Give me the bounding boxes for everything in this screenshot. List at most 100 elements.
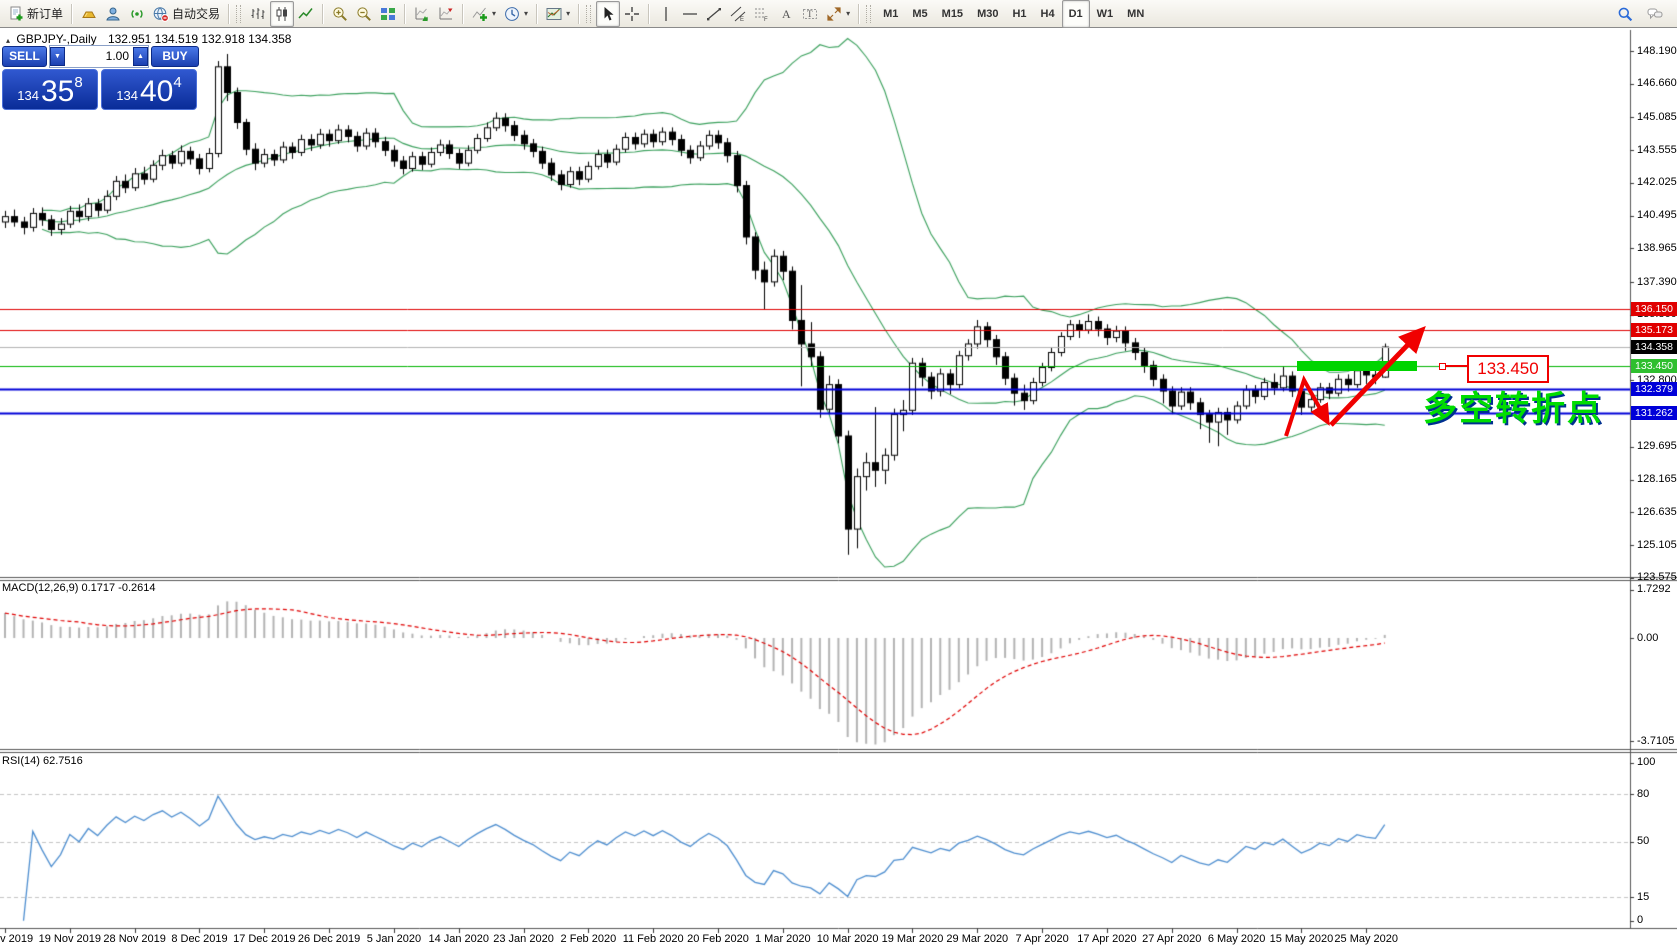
- autoscroll-button[interactable]: [410, 1, 434, 27]
- vline-button[interactable]: [654, 1, 678, 27]
- toolbar-right: [1613, 1, 1673, 27]
- text-button[interactable]: A: [774, 1, 798, 27]
- tf-m5-button[interactable]: M5: [912, 7, 928, 20]
- channel-button[interactable]: E: [726, 1, 750, 27]
- profile-icon: [105, 6, 121, 22]
- search-button[interactable]: [1613, 1, 1637, 27]
- tf-d1-button[interactable]: D1: [1061, 0, 1090, 28]
- support-zone-rectangle[interactable]: [1297, 361, 1417, 372]
- fibonacci-button[interactable]: F: [750, 1, 774, 27]
- volume-decrease-button[interactable]: ▼: [50, 46, 65, 66]
- autotrading-button[interactable]: 自动交易: [149, 1, 224, 27]
- trendline-button[interactable]: [702, 1, 726, 27]
- svg-text:A: A: [782, 7, 791, 21]
- date-axis-label: 1 Mar 2020: [755, 933, 811, 945]
- volume-increase-button[interactable]: ▲: [133, 46, 148, 66]
- tf-m15-button[interactable]: M15: [941, 7, 964, 20]
- chat-button[interactable]: [1643, 1, 1667, 27]
- chevron-down-icon[interactable]: ▾: [492, 9, 497, 18]
- tf-h1-button[interactable]: H1: [1012, 7, 1027, 20]
- buy-button[interactable]: BUY: [151, 45, 199, 67]
- zoom-in-button[interactable]: [328, 1, 352, 27]
- date-axis-label: 17 Dec 2019: [233, 933, 296, 945]
- autotrading-button-label: 自动交易: [172, 7, 221, 21]
- tf-w1-button[interactable]: W1: [1096, 7, 1114, 20]
- date-axis-label: 29 Mar 2020: [946, 933, 1009, 945]
- ask-price-display[interactable]: 134 40 4: [101, 69, 197, 110]
- tf-m1-button[interactable]: M1: [883, 7, 899, 20]
- toolbar-separator: [71, 3, 74, 24]
- signal-icon: [129, 6, 145, 22]
- date-axis-label: 11 Feb 2020: [622, 933, 684, 945]
- bid-points: 35: [40, 75, 75, 108]
- chevron-down-icon[interactable]: ▾: [524, 9, 529, 18]
- trend-arrows[interactable]: [1270, 312, 1450, 452]
- chart-shift-button[interactable]: [434, 1, 458, 27]
- toolbar-separator: [578, 3, 581, 24]
- chart-title-ohlc: 132.951 134.519 132.918 134.358: [107, 32, 292, 46]
- periods-button[interactable]: ▾: [500, 1, 532, 27]
- tf-mn-button[interactable]: MN: [1127, 7, 1145, 20]
- toolbar-grip: [586, 4, 592, 23]
- date-axis-label: 23 Jan 2020: [493, 933, 554, 945]
- sell-button[interactable]: SELL: [2, 45, 47, 67]
- svg-text:F: F: [764, 17, 768, 22]
- toolbar: 新订单 自动交易 ▾ ▾ ▾ E F A T ▾ M1 M5 M15 M30 H1 H4 D1 W1 MN: [0, 0, 1677, 28]
- date-axis-label: 15 May 2020: [1269, 933, 1334, 945]
- date-axis-label: 14 Jan 2020: [428, 933, 490, 945]
- chevron-down-icon[interactable]: ▾: [566, 9, 571, 18]
- autoscroll-icon: [414, 6, 430, 22]
- indicators-icon: [472, 6, 488, 22]
- cursor-button[interactable]: [596, 0, 621, 27]
- date-axis-label: 26 Dec 2019: [297, 933, 361, 945]
- one-click-trading-panel: SELL ▼ ▲ BUY 134 35 8 134 40 4: [2, 44, 200, 110]
- template-button[interactable]: ▾: [542, 1, 574, 27]
- toolbar-separator: [322, 3, 325, 24]
- date-axis-label: 25 May 2020: [1334, 933, 1399, 945]
- candle-chart-button[interactable]: [270, 0, 295, 27]
- new-order-button[interactable]: 新订单: [4, 1, 67, 27]
- trade-panel-buttons-row: SELL ▼ ▲ BUY: [2, 44, 200, 68]
- date-axis-label: 19 Mar 2020: [881, 933, 944, 945]
- date-axis-label: 20 Feb 2020: [687, 933, 749, 945]
- chevron-down-icon[interactable]: ▾: [846, 9, 851, 18]
- toolbar-separator: [404, 3, 407, 24]
- bar-chart-button[interactable]: [246, 1, 270, 27]
- vline-icon: [658, 6, 674, 22]
- search-icon: [1617, 6, 1633, 22]
- zoom-in-icon: [332, 6, 348, 22]
- shapes-button[interactable]: ▾: [822, 1, 854, 27]
- macd-label: MACD(12,26,9) 0.1717 -0.2614: [2, 582, 156, 594]
- crosshair-button[interactable]: [620, 1, 644, 27]
- text-label-button[interactable]: T: [798, 1, 822, 27]
- zoom-out-button[interactable]: [352, 1, 376, 27]
- bid-price-display[interactable]: 134 35 8: [2, 69, 98, 110]
- new-order-icon: [8, 6, 24, 22]
- tf-m30-button[interactable]: M30: [977, 7, 999, 20]
- tile-windows-button[interactable]: [376, 1, 400, 27]
- chat-icon: [1647, 6, 1663, 22]
- profile-button[interactable]: [101, 1, 125, 27]
- toolbar-grip: [236, 4, 242, 23]
- hline-icon: [682, 6, 698, 22]
- tf-h4-button[interactable]: H4: [1040, 7, 1055, 20]
- turning-point-text[interactable]: 多空转折点: [1423, 390, 1603, 428]
- ask-handle: 134: [116, 88, 138, 103]
- toolbar-separator: [462, 3, 465, 24]
- gold-icon: [81, 6, 97, 22]
- crosshair-icon: [624, 6, 640, 22]
- toolbar-left: 新订单 自动交易 ▾ ▾ ▾ E F A T ▾ M1 M5 M15 M30 H1 H4 D1 W1 MN: [4, 0, 1151, 28]
- hline-button[interactable]: [678, 1, 702, 27]
- collapse-marker-icon[interactable]: ▴: [6, 36, 11, 45]
- toolbar-separator: [648, 3, 651, 24]
- signals-button[interactable]: [125, 1, 149, 27]
- market-watch-button[interactable]: [77, 1, 101, 27]
- volume-input[interactable]: [65, 46, 133, 66]
- date-axis-label: 2 Feb 2020: [560, 933, 617, 945]
- toolbar-separator: [536, 3, 539, 24]
- indicators-button[interactable]: ▾: [468, 1, 500, 27]
- price-annotation-box[interactable]: 133.450: [1467, 355, 1549, 383]
- line-chart-button[interactable]: [294, 1, 318, 27]
